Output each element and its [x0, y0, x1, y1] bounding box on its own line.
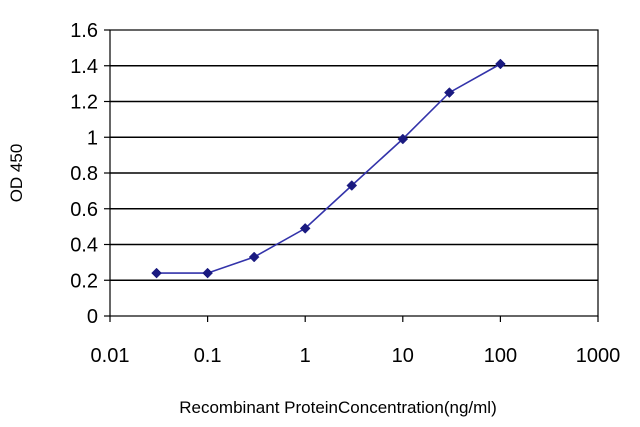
y-tick-label: 1.2 — [70, 92, 98, 114]
y-tick-label: 0.6 — [70, 199, 98, 221]
x-tick-label: 1 — [300, 345, 311, 367]
y-tick-label: 1 — [87, 127, 98, 149]
y-axis-label: OD 450 — [7, 144, 26, 203]
series-line — [156, 63, 501, 274]
data-point-marker — [299, 223, 311, 234]
grid-lines — [110, 65, 598, 281]
data-point-marker — [248, 251, 260, 263]
axis-ticks — [104, 29, 599, 322]
data-point-marker — [202, 267, 213, 279]
x-tick-label: 1000 — [576, 345, 621, 367]
x-axis-label: Recombinant ProteinConcentration(ng/ml) — [179, 398, 497, 417]
data-point-marker — [444, 87, 455, 98]
series-layer — [151, 58, 506, 279]
data-point-marker — [151, 267, 162, 279]
x-tick-label: 10 — [392, 345, 414, 367]
y-tick-label: 0.8 — [70, 163, 98, 185]
y-tick-label: 0 — [87, 306, 98, 328]
y-tick-label: 1.4 — [70, 56, 98, 78]
y-tick-label: 0.2 — [70, 270, 98, 292]
data-point-marker — [495, 58, 506, 70]
x-tick-label: 0.01 — [91, 345, 130, 367]
x-tick-label: 100 — [484, 345, 517, 367]
x-tick-label: 0.1 — [194, 345, 222, 367]
y-tick-label: 0.4 — [70, 235, 98, 257]
tick-labels: 0 0.2 0.4 0.6 0.8 1 1.2 1.4 1.6 0.01 0.1 1 10 100 1000 — [70, 20, 620, 367]
data-point-marker — [346, 180, 358, 191]
y-tick-label: 1.6 — [70, 20, 98, 42]
data-point-marker — [397, 133, 409, 145]
